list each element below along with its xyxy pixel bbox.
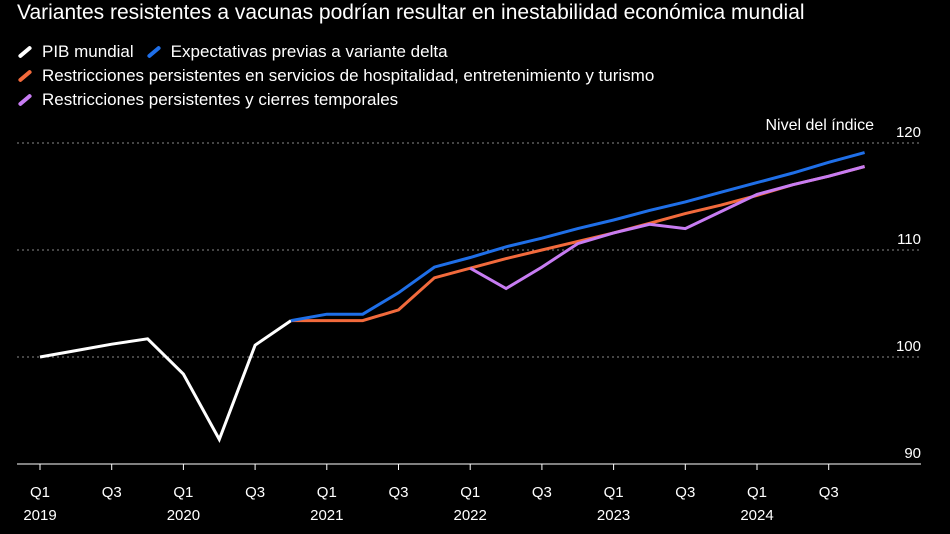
x-tick-quarter: Q3 [388, 484, 408, 501]
x-tick-quarter: Q1 [604, 484, 624, 501]
legend-item-cierres: Restricciones persistentes y cierres tem… [17, 90, 398, 110]
x-tick-year: 2019 [23, 507, 56, 524]
x-axis-ticks: Q1 2019 Q3 Q1 2020 Q3 Q1 2021 Q3 Q1 2022 Q3 Q1 2023 Q3… [23, 464, 839, 524]
x-tick-year: 2024 [740, 507, 773, 524]
y-tick-label: 110 [897, 231, 921, 248]
legend-item-expectativas: Expectativas previas a variante delta [146, 42, 448, 62]
x-tick-quarter: Q3 [102, 484, 122, 501]
legend-label-expectativas: Expectativas previas a variante delta [170, 42, 448, 61]
x-tick-year: 2022 [454, 507, 487, 524]
y-axis-ticks: 90 100 110 120 [896, 124, 921, 462]
legend-label-pib: PIB mundial [42, 42, 134, 61]
legend-row: Restricciones persistentes y cierres tem… [17, 88, 666, 112]
x-tick-quarter: Q1 [747, 484, 767, 501]
legend-row: Restricciones persistentes en servicios … [17, 64, 666, 88]
legend-row: PIB mundial Expectativas previas a varia… [17, 40, 666, 64]
x-tick-quarter: Q1 [460, 484, 480, 501]
x-tick-quarter: Q1 [173, 484, 193, 501]
x-tick-quarter: Q3 [245, 484, 265, 501]
x-tick-quarter: Q1 [317, 484, 337, 501]
y-tick-label: 120 [896, 124, 921, 141]
legend-label-hospitalidad: Restricciones persistentes en servicios … [42, 66, 655, 85]
chart-legend: PIB mundial Expectativas previas a varia… [17, 40, 666, 112]
x-tick-quarter: Q3 [675, 484, 695, 501]
series-lines [39, 151, 865, 443]
series-restricciones-cierres [469, 165, 865, 291]
x-tick-year: 2021 [310, 507, 343, 524]
legend-label-cierres: Restricciones persistentes y cierres tem… [42, 90, 399, 109]
x-tick-year: 2023 [597, 507, 630, 524]
legend-item-pib: PIB mundial [17, 42, 134, 62]
y-axis-unit-label: Nivel del índice [766, 117, 875, 134]
y-tick-label: 100 [896, 338, 921, 355]
x-tick-quarter: Q1 [30, 484, 50, 501]
chart-title: Variantes resistentes a vacunas podrían … [17, 1, 805, 24]
series-pib-mundial [39, 319, 292, 443]
x-tick-quarter: Q3 [819, 484, 839, 501]
y-tick-label: 90 [904, 445, 921, 462]
x-tick-year: 2020 [167, 507, 200, 524]
x-tick-quarter: Q3 [532, 484, 552, 501]
legend-item-hospitalidad: Restricciones persistentes en servicios … [17, 66, 654, 86]
series-expectativas-delta [290, 151, 865, 323]
